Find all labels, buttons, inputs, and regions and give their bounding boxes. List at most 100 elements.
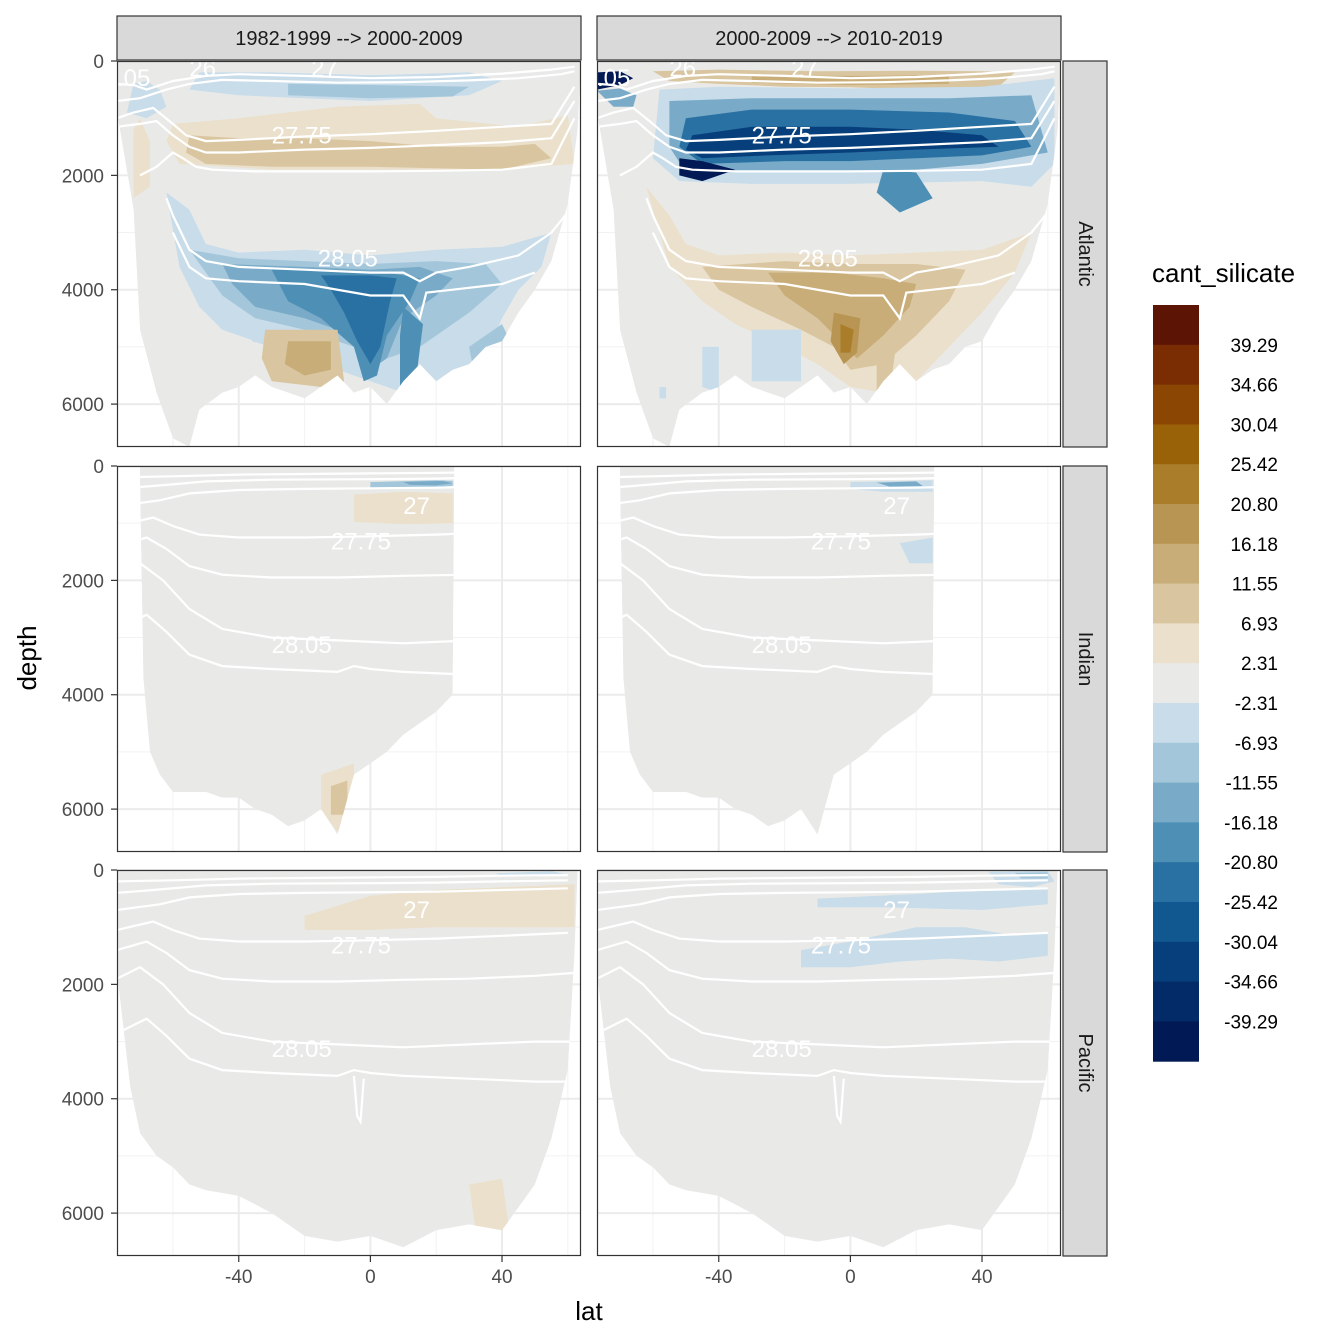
legend-color-key — [1153, 623, 1199, 664]
y-tick-label: 4000 — [62, 1090, 104, 1111]
anomaly-field — [126, 81, 167, 119]
density-isoline — [140, 613, 455, 679]
anomaly-field — [321, 275, 397, 365]
contour-label: 27.75 — [811, 932, 871, 959]
contour-label: 27.75 — [811, 528, 871, 555]
legend-color-key — [1153, 344, 1199, 386]
legend-break-label: -39.29 — [1224, 1012, 1278, 1033]
facet-strip-right — [1062, 869, 1108, 1257]
y-tick-label: 2000 — [62, 166, 104, 187]
panel-indian-2: 27.75 28.05 27 — [596, 465, 1062, 853]
density-isoline — [139, 117, 576, 177]
anomaly-field — [133, 118, 150, 199]
panel-border — [596, 869, 1062, 1257]
basin-field — [620, 466, 935, 835]
density-isoline — [832, 1075, 845, 1126]
legend-color-key — [1153, 742, 1199, 784]
anomaly-field — [840, 324, 854, 353]
contour-label: 28.05 — [318, 245, 378, 272]
contour-label: 27 — [883, 897, 910, 924]
density-isoline — [117, 874, 568, 883]
legend-break-label: 34.66 — [1230, 376, 1278, 397]
legend-color-key — [1153, 504, 1199, 545]
facet-strip-right — [1062, 60, 1108, 448]
density-isoline — [117, 70, 575, 103]
density-isoline — [117, 65, 575, 91]
panel-atlantic-2: .05 26 27 27.75 28.05 — [596, 55, 1062, 448]
legend-break-label: 20.80 — [1230, 495, 1278, 516]
legend-break-label: -6.93 — [1235, 734, 1278, 755]
legend-break-label: -16.18 — [1224, 813, 1278, 834]
legend-color-key — [1153, 703, 1199, 744]
basin-field — [117, 870, 578, 1248]
density-isoline — [645, 197, 1056, 283]
legend-color-key — [1153, 941, 1199, 983]
y-tick-label: 0 — [93, 457, 104, 478]
basin-field — [597, 870, 1058, 1248]
density-isoline — [597, 86, 1056, 143]
density-isoline — [651, 232, 1016, 321]
contour-label: 27.75 — [331, 528, 391, 555]
facet-strip-top — [596, 15, 1062, 61]
density-isoline — [620, 516, 935, 539]
legend-break-label: 16.18 — [1230, 535, 1278, 556]
panel-pacific-1: 27.75 28.05 27 — [116, 869, 582, 1257]
legend-break-label: 11.55 — [1232, 575, 1278, 596]
facet-label-basin: Atlantic — [1074, 221, 1096, 287]
legend-break-label: 25.42 — [1230, 455, 1278, 476]
contour-label: 27 — [403, 897, 430, 924]
panel-border — [596, 60, 1062, 448]
y-tick-label: 4000 — [62, 686, 104, 707]
legend-break-label: 30.04 — [1230, 415, 1278, 436]
x-tick-label: 40 — [971, 1267, 992, 1288]
density-isoline — [597, 879, 1048, 894]
density-isoline — [620, 483, 935, 508]
anomaly-field — [801, 927, 1048, 968]
density-isoline — [620, 561, 935, 645]
legend-title: cant_silicate — [1152, 258, 1295, 288]
basin-field — [140, 466, 455, 835]
density-isoline — [619, 117, 1056, 177]
panel-border — [116, 60, 582, 448]
legend-color-key — [1153, 862, 1199, 903]
contour-label: 26 — [669, 55, 696, 82]
anomaly-field — [186, 135, 552, 170]
legend-break-label: -20.80 — [1224, 853, 1278, 874]
anomaly-field — [702, 346, 719, 393]
legend-break-label: 6.93 — [1241, 614, 1278, 635]
density-isoline — [620, 470, 935, 479]
density-isoline — [597, 965, 1055, 1049]
density-isoline — [620, 536, 935, 579]
legend-color-key — [1153, 583, 1199, 624]
density-isoline — [620, 613, 935, 679]
facet-label-basin: Indian — [1074, 632, 1096, 687]
density-isoline — [597, 920, 1048, 943]
density-isoline — [597, 100, 1056, 154]
y-tick-label: 6000 — [62, 800, 104, 821]
legend-color-key — [1153, 543, 1199, 585]
anomaly-field — [403, 480, 453, 486]
density-isoline — [140, 483, 455, 508]
facet-label-basin: Pacific — [1074, 1034, 1096, 1093]
density-isoline — [165, 197, 576, 283]
contour-label: 27 — [791, 55, 818, 82]
legend-color-key — [1153, 822, 1199, 863]
x-tick-label: 0 — [365, 1267, 376, 1288]
anomaly-field — [876, 169, 933, 213]
facet-label-period: 2000-2009 --> 2010-2019 — [715, 28, 942, 50]
density-isoline — [117, 887, 568, 912]
anomaly-field — [751, 329, 801, 382]
anomaly-field — [284, 341, 331, 376]
legend-break-label: -34.66 — [1224, 973, 1278, 994]
y-tick-label: 2000 — [62, 571, 104, 592]
legend-break-label: 39.29 — [1230, 336, 1278, 357]
panel-pacific-2: 27.75 28.05 27 — [596, 869, 1062, 1257]
contour-label: 27 — [311, 55, 338, 82]
contour-label: 27.75 — [752, 122, 812, 149]
x-tick-label: -40 — [225, 1267, 252, 1288]
legend-color-key — [1153, 902, 1199, 943]
facet-strip-top — [116, 15, 582, 61]
contour-label: 27.75 — [331, 932, 391, 959]
density-isoline — [603, 1017, 1055, 1083]
anomaly-field — [330, 780, 348, 815]
